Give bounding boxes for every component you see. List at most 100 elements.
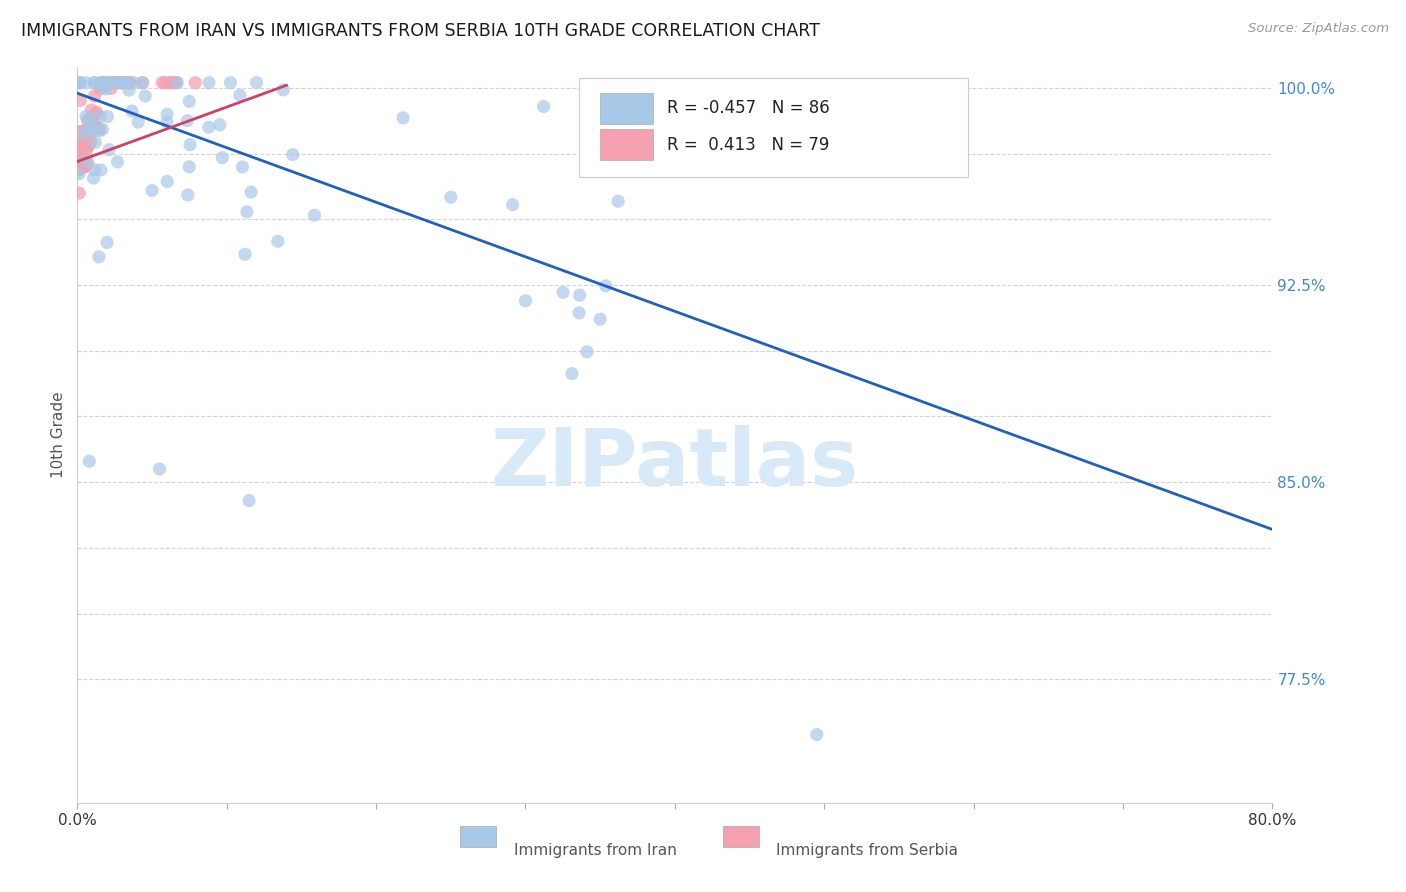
Point — [96, 82, 118, 96]
Point — [568, 288, 591, 302]
Bar — [599, 129, 654, 161]
Point — [77, 157, 100, 171]
Point — [105, 76, 128, 90]
Point — [70, 136, 93, 150]
Point — [87, 250, 110, 264]
Point — [69, 161, 91, 175]
Point — [114, 76, 136, 90]
FancyBboxPatch shape — [579, 78, 967, 178]
Point — [79, 454, 101, 468]
Point — [118, 76, 141, 90]
Point — [131, 76, 153, 90]
Point — [84, 136, 107, 150]
Point — [84, 107, 107, 121]
Point — [96, 76, 118, 90]
Point — [176, 113, 198, 128]
Point — [83, 76, 105, 90]
Point — [101, 76, 124, 90]
Point — [208, 118, 231, 132]
Point — [69, 129, 91, 144]
Point — [75, 136, 97, 151]
Point — [91, 76, 114, 90]
Point — [67, 161, 90, 175]
Point — [153, 76, 176, 90]
Point — [98, 143, 121, 157]
Point — [89, 82, 111, 96]
Text: Immigrants from Iran: Immigrants from Iran — [513, 843, 676, 858]
Point — [72, 145, 94, 159]
Point — [281, 147, 304, 161]
Point — [148, 462, 170, 476]
Point — [83, 171, 105, 186]
Point — [75, 154, 97, 169]
Point — [80, 121, 103, 136]
Point — [89, 122, 111, 136]
Point — [246, 76, 269, 90]
Point — [69, 145, 91, 160]
Point — [80, 117, 103, 131]
Point — [122, 76, 145, 90]
Point — [107, 76, 129, 90]
Point — [83, 89, 105, 103]
Point — [69, 76, 91, 90]
Point — [96, 110, 118, 124]
Point — [533, 99, 555, 113]
Point — [91, 76, 114, 90]
Bar — [723, 826, 759, 847]
Point — [236, 204, 259, 219]
Point — [69, 149, 91, 163]
Point — [67, 128, 90, 143]
Point — [83, 114, 105, 128]
Point — [80, 112, 103, 126]
Point — [100, 76, 122, 90]
Point — [166, 76, 188, 90]
Point — [91, 122, 114, 136]
Point — [561, 367, 583, 381]
Point — [110, 76, 132, 90]
Point — [240, 185, 263, 199]
Point — [100, 76, 122, 90]
Point — [156, 174, 179, 188]
Point — [219, 76, 242, 90]
Point — [77, 126, 100, 140]
Point — [83, 76, 105, 90]
Point — [76, 140, 98, 154]
Point — [576, 344, 599, 359]
Point — [108, 76, 131, 90]
Point — [69, 142, 91, 156]
Point — [111, 76, 134, 90]
Point — [104, 76, 127, 90]
Point — [440, 190, 463, 204]
Point — [67, 132, 90, 146]
Point — [114, 76, 136, 90]
Point — [67, 157, 90, 171]
Point — [67, 167, 90, 181]
Point — [67, 186, 90, 200]
Point — [72, 136, 94, 151]
Point — [121, 103, 143, 118]
Text: Source: ZipAtlas.com: Source: ZipAtlas.com — [1249, 22, 1389, 36]
Point — [607, 194, 630, 209]
Point — [73, 160, 96, 174]
Point — [267, 234, 290, 248]
Point — [162, 76, 184, 90]
Point — [76, 153, 98, 168]
Point — [132, 76, 155, 90]
Point — [179, 95, 201, 109]
Point — [72, 149, 94, 163]
Point — [86, 105, 108, 120]
Point — [69, 161, 91, 176]
Point — [392, 111, 415, 125]
Point — [72, 143, 94, 157]
Point — [69, 76, 91, 90]
Point — [75, 76, 97, 90]
Point — [229, 88, 252, 103]
Point — [69, 162, 91, 177]
Point — [80, 113, 103, 128]
Point — [108, 76, 131, 90]
Point — [595, 278, 617, 293]
Point — [77, 112, 100, 127]
Point — [150, 76, 173, 90]
Point — [231, 160, 253, 174]
Point — [75, 143, 97, 157]
